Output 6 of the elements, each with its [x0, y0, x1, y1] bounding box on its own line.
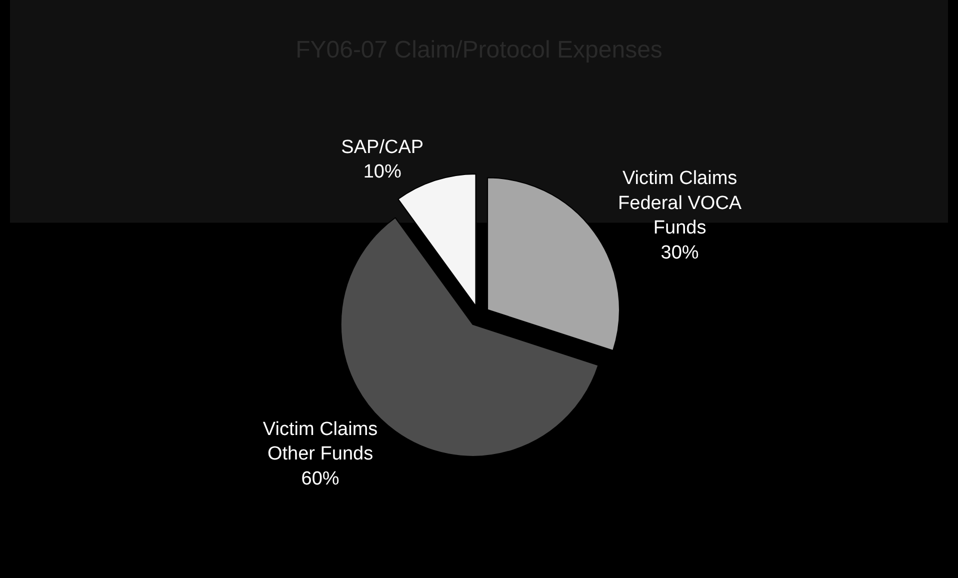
data-label: 10% [363, 162, 402, 183]
slice-label: Victim Claims Federal VOCA Funds [618, 168, 742, 239]
data-label: 30% [660, 242, 699, 264]
slice-label: SAP/CAP [341, 136, 424, 158]
data-label: 60% [301, 468, 340, 490]
slice-label: Victim Claims Other Funds [262, 419, 378, 465]
